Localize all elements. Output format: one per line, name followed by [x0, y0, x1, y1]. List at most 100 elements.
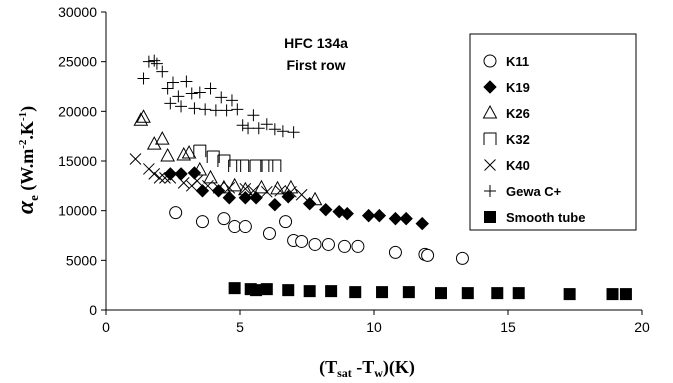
data-point: [164, 97, 177, 110]
y-tick-label: 10000: [58, 203, 97, 219]
data-point: [260, 118, 273, 131]
legend-marker: [484, 185, 496, 197]
data-point: [512, 287, 525, 300]
x-axis-label-mid: -T: [352, 357, 375, 377]
series-k19: [163, 166, 429, 231]
y-tick-label: 5000: [66, 252, 97, 268]
data-point: [307, 191, 323, 206]
data-point: [146, 136, 162, 150]
data-point: [247, 184, 260, 197]
data-point: [388, 211, 403, 226]
y-tick-label: 0: [89, 302, 97, 318]
legend-label: K26: [506, 106, 530, 121]
series-smooth-tube: [228, 282, 632, 301]
legend: K11 K19 K26 K32 K40 Gewa C+ Smooth tube: [469, 33, 637, 231]
data-point: [163, 167, 178, 181]
data-point: [282, 284, 295, 297]
data-point: [361, 208, 376, 223]
data-point: [260, 283, 273, 296]
data-point: [283, 179, 299, 194]
data-point: [563, 288, 576, 301]
data-point: [399, 211, 413, 226]
data-point: [220, 104, 233, 117]
data-point: [302, 197, 317, 211]
data-point: [212, 181, 225, 194]
x-tick-label: 10: [366, 319, 382, 335]
y-axis-label-sup-1: -2: [17, 139, 29, 149]
data-point: [236, 119, 249, 132]
data-point: [249, 159, 263, 172]
y-tick-label: 15000: [58, 153, 97, 169]
x-axis-label-sub-sat: sat: [337, 366, 352, 380]
data-point: [287, 126, 300, 139]
y-axis-label-units-c: ): [17, 106, 38, 112]
series-k11: [169, 206, 469, 265]
y-axis-label-units-b: .K: [17, 121, 37, 140]
data-point: [169, 206, 183, 220]
data-point: [260, 159, 274, 172]
x-axis-label-close: )(K): [383, 357, 415, 378]
data-point: [217, 154, 231, 167]
data-point: [295, 234, 309, 248]
data-point: [252, 122, 265, 135]
data-point: [260, 185, 273, 198]
data-point: [461, 287, 474, 300]
data-point: [455, 251, 469, 265]
data-point: [142, 55, 155, 68]
data-point: [156, 65, 169, 78]
data-point: [227, 177, 242, 192]
data-point: [238, 181, 253, 196]
data-point: [204, 82, 217, 95]
data-point: [188, 102, 201, 115]
data-point: [199, 103, 212, 116]
data-point: [274, 184, 287, 197]
data-point: [276, 125, 289, 138]
data-point: [191, 175, 203, 187]
data-point: [279, 215, 293, 229]
legend-marker: [483, 80, 497, 94]
data-point: [201, 179, 214, 192]
data-point: [228, 282, 241, 295]
series-k26: [133, 109, 323, 206]
y-axis-label-symbol: α: [13, 200, 39, 214]
legend-label: Smooth tube: [506, 210, 585, 225]
chart-subtitle: First row: [286, 57, 345, 73]
data-point: [175, 100, 188, 113]
data-point: [388, 245, 402, 259]
x-tick-label: 5: [236, 319, 244, 335]
data-point: [303, 285, 316, 298]
data-point: [148, 168, 161, 180]
data-point: [435, 287, 447, 300]
data-point: [491, 287, 504, 300]
data-point: [133, 112, 149, 126]
legend-marker: [482, 104, 498, 119]
axes: 0 5 10 15 20 0 5000 10000 15000 20000 25000 30000: [58, 4, 650, 335]
x-axis-label-open: (T: [319, 357, 337, 378]
data-point: [319, 202, 333, 217]
data-point: [619, 288, 632, 301]
data-point: [217, 212, 231, 226]
data-point: [308, 237, 322, 251]
legend-item: K26: [482, 104, 530, 121]
data-point: [223, 181, 236, 194]
data-point: [150, 57, 163, 70]
data-point: [137, 72, 150, 85]
series-k32: [193, 144, 282, 172]
legend-label: K11: [506, 54, 529, 69]
data-point: [129, 153, 142, 165]
x-tick-label: 15: [500, 319, 516, 335]
legend-marker: [483, 132, 497, 145]
data-point: [239, 182, 252, 195]
data-point: [193, 144, 207, 158]
data-point: [249, 191, 263, 205]
x-axis-label: (Tsat -Tw)(K): [319, 357, 415, 380]
data-point: [148, 54, 161, 67]
data-point: [215, 91, 228, 104]
legend-box: [469, 33, 637, 231]
x-axis-label-sub-w: w: [374, 366, 383, 380]
data-point: [222, 191, 236, 205]
y-axis-label-units-a: (W.m: [17, 149, 38, 195]
data-point: [372, 208, 387, 223]
data-point: [164, 172, 177, 184]
